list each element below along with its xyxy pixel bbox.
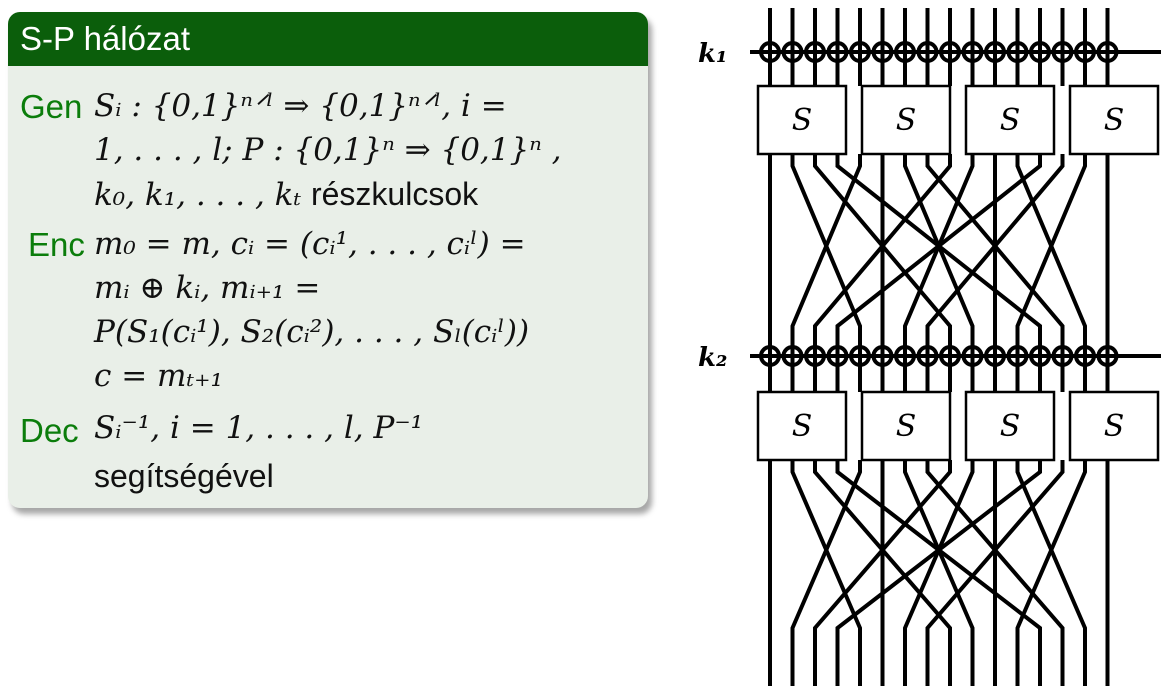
definition-block: S-P hálózat Gen Sᵢ : {0,1}ⁿᐟˡ ⇒ {0,1}ⁿᐟˡ…: [8, 12, 648, 508]
enc-keyword: Enc: [28, 226, 85, 263]
sbox: [756, 390, 848, 462]
dec-line-1: Sᵢ⁻¹, i = 1, . . . , l, P⁻¹: [94, 410, 424, 446]
permutation-wire: [925, 460, 1065, 640]
gen-line-2: 1, . . . , l; P : {0,1}ⁿ ⇒ {0,1}ⁿ ,: [94, 132, 562, 168]
dec-keyword: Dec: [20, 412, 79, 449]
dec-line-2: segítségével: [94, 458, 274, 495]
sbox-label: S: [1000, 103, 1021, 138]
enc-line-1: m₀ = m, cᵢ = (cᵢ¹, . . . , cᵢˡ) =: [94, 226, 526, 262]
sbox-label: S: [792, 103, 813, 138]
round-key-label-2: k₂: [698, 343, 727, 373]
network-wiring: [750, 8, 1161, 686]
enc-line-3: P(S₁(cᵢ¹), S₂(cᵢ²), . . . , Sₗ(cᵢˡ)): [94, 314, 530, 350]
sbox: [860, 390, 952, 462]
sp-network-diagram: k₁ k₂ S S S S S S S S: [698, 8, 1161, 686]
enc-line-4: c = mₜ₊₁: [94, 358, 223, 394]
sbox-label: S: [792, 409, 813, 444]
permutation-wire: [790, 154, 862, 338]
permutation-wire: [1015, 460, 1087, 640]
round-key-label-1: k₁: [698, 39, 727, 69]
permutation-wire: [835, 460, 1042, 640]
sbox-label: S: [896, 103, 917, 138]
sbox-label: S: [896, 409, 917, 444]
permutation-wire: [835, 154, 1042, 338]
permutation-wire: [813, 154, 952, 338]
gen-subkeys-text: részkulcsok: [310, 176, 479, 212]
sbox-label: S: [1000, 409, 1021, 444]
gen-line-1: Sᵢ : {0,1}ⁿᐟˡ ⇒ {0,1}ⁿᐟˡ, i =: [94, 88, 507, 124]
permutation-wire: [790, 460, 862, 640]
gen-keyword: Gen: [20, 88, 83, 125]
sbox: [964, 84, 1056, 156]
block-title: S-P hálózat: [8, 12, 648, 66]
gen-subkeys-math: k₀, k₁, . . . , kₜ: [94, 177, 302, 213]
permutation-wire: [813, 460, 952, 640]
gen-line-3: k₀, k₁, . . . , kₜ részkulcsok: [94, 176, 478, 213]
sbox: [964, 390, 1056, 462]
dec-line-2-text: segítségével: [94, 458, 274, 494]
sbox: [860, 84, 952, 156]
sbox: [1068, 390, 1160, 462]
enc-line-2: mᵢ ⊕ kᵢ, mᵢ₊₁ =: [94, 270, 321, 306]
permutation-wire: [925, 154, 1065, 338]
sbox: [1068, 84, 1160, 156]
sbox-label: S: [1104, 409, 1125, 444]
sbox: [756, 84, 848, 156]
sbox-layer: S S S S S S S S: [756, 84, 1160, 462]
permutation-wire: [1015, 154, 1087, 338]
sbox-label: S: [1104, 103, 1125, 138]
